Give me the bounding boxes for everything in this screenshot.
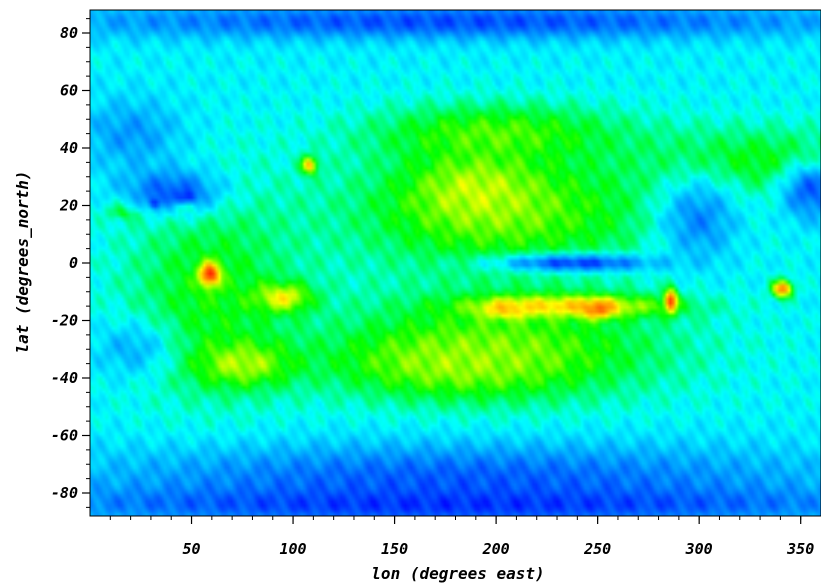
y-tick-label: -80 [51, 484, 78, 502]
axes: 50 100 150 200 250 300 350806040200-20-40-60-8… [51, 9, 821, 558]
y-axis-title: lat (degrees_north) [13, 170, 32, 353]
x-axis-title: lon (degrees east) [371, 564, 544, 583]
y-tick-label: 40 [60, 139, 78, 157]
plot-area [90, 10, 821, 516]
y-tick-label: 80 [60, 24, 78, 42]
y-tick-label: 60 [60, 82, 78, 100]
y-tick-label: -40 [51, 369, 78, 387]
x-tick-label: 200 [482, 540, 510, 558]
x-tick-label: 150 [381, 540, 408, 558]
y-tick-label: -20 [51, 312, 78, 330]
y-tick-label: 20 [59, 197, 78, 215]
x-tick-label: 250 [583, 540, 611, 558]
y-tick-label: 0 [69, 254, 78, 272]
heatmap-field [90, 10, 821, 516]
y-tick-label: -60 [51, 427, 78, 445]
x-tick-label: 50 [182, 540, 200, 558]
x-tick-label: 100 [280, 540, 307, 558]
x-tick-label: 300 [685, 540, 713, 558]
x-tick-label: 350 [786, 540, 814, 558]
